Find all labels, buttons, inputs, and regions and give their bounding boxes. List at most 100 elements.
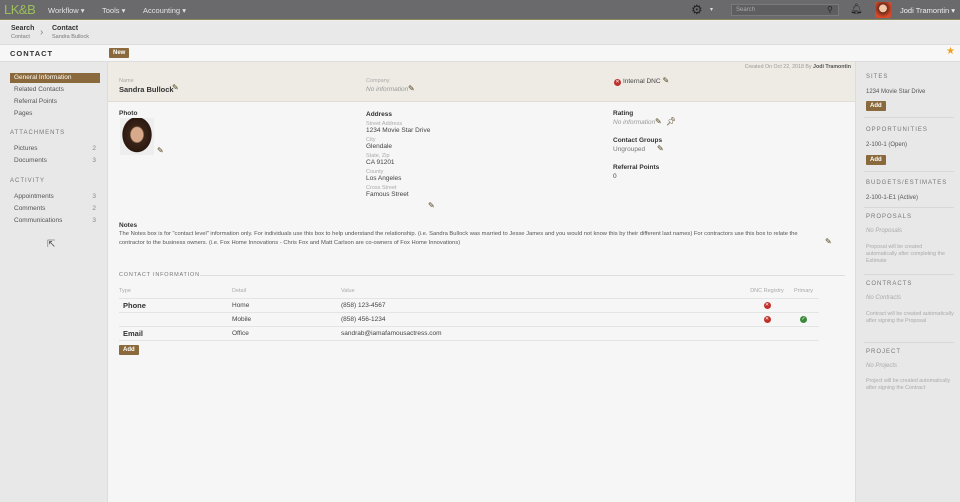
menu-tools[interactable]: Tools ▾ bbox=[102, 6, 126, 15]
sidebar-item-pages[interactable]: Pages bbox=[14, 110, 33, 117]
opportunities-heading: OPPORTUNITIES bbox=[866, 127, 928, 133]
left-sidebar: General Information Related Contacts Ref… bbox=[0, 62, 108, 502]
sidebar-item-related-contacts[interactable]: Related Contacts bbox=[14, 86, 64, 93]
add-contact-info-button[interactable]: Add bbox=[119, 345, 139, 355]
menu-accounting[interactable]: Accounting ▾ bbox=[143, 6, 186, 15]
table-row[interactable]: Phone Home (858) 123-4567 ✕ bbox=[119, 298, 819, 313]
budget-link[interactable]: 2-100-1-E1 (Active) bbox=[866, 195, 919, 201]
edit-notes-pencil-icon[interactable]: ✎ bbox=[825, 237, 832, 246]
dnc-indicator: ✕ Internal DNC ✎ bbox=[614, 76, 669, 86]
sidebar-item-general-information[interactable]: General Information bbox=[10, 73, 100, 83]
search-input[interactable]: Search bbox=[731, 4, 839, 16]
label: Comments bbox=[14, 205, 46, 212]
gear-dropdown-icon[interactable]: ▾ bbox=[710, 7, 714, 13]
add-opportunity-button[interactable]: Add bbox=[866, 155, 886, 165]
page-header: CONTACT New ★ bbox=[0, 45, 960, 62]
proposals-empty: No Proposals bbox=[866, 228, 903, 234]
contracts-empty: No Contracts bbox=[866, 295, 902, 301]
breadcrumb-search-sub: Contact bbox=[11, 34, 30, 40]
created-text: Created On Oct 22, 2018 By bbox=[744, 64, 812, 70]
pin-icon[interactable]: 📌︎ bbox=[666, 117, 677, 126]
dnc-x-icon: ✕ bbox=[614, 79, 621, 86]
detail: Mobile bbox=[232, 312, 341, 327]
cross-street-value: Famous Street bbox=[366, 191, 409, 198]
edit-rating-pencil-icon[interactable]: ✎ bbox=[655, 117, 662, 126]
county-value: Los Angeles bbox=[366, 175, 402, 182]
add-site-button[interactable]: Add bbox=[866, 101, 886, 111]
breadcrumb-search[interactable]: Search bbox=[11, 25, 35, 32]
col-type: Type bbox=[119, 284, 232, 299]
breadcrumb: Search Contact › Contact Sandra Bullock bbox=[0, 21, 960, 45]
logo[interactable]: LK&B bbox=[4, 2, 36, 17]
name-label: Name bbox=[119, 78, 134, 84]
count: 3 bbox=[92, 193, 96, 200]
col-primary: Primary bbox=[788, 284, 819, 299]
internal-dnc-label: Internal DNC bbox=[622, 78, 661, 85]
edit-groups-pencil-icon[interactable]: ✎ bbox=[657, 144, 664, 153]
page-title: CONTACT bbox=[10, 49, 54, 58]
edit-photo-pencil-icon[interactable]: ✎ bbox=[157, 146, 164, 155]
rating-value: No information bbox=[613, 119, 656, 126]
sidebar-item-appointments[interactable]: Appointments 3 bbox=[10, 192, 100, 202]
activity-heading: ACTIVITY bbox=[10, 178, 46, 184]
main-content bbox=[108, 62, 855, 502]
attachments-heading: ATTACHMENTS bbox=[10, 130, 66, 136]
edit-name-pencil-icon[interactable]: ✎ bbox=[172, 83, 179, 92]
created-by[interactable]: Jodi Tramontin bbox=[813, 64, 851, 70]
new-button[interactable]: New bbox=[109, 48, 130, 58]
count: 2 bbox=[92, 205, 96, 212]
contact-information-heading: CONTACT INFORMATION bbox=[119, 272, 200, 278]
proposals-note: Proposal will be created automatically a… bbox=[866, 244, 945, 264]
dnc-x-icon: ✕ bbox=[763, 302, 771, 309]
label: Pictures bbox=[14, 145, 38, 152]
sidebar-item-referral-points[interactable]: Referral Points bbox=[14, 98, 57, 105]
sidebar-item-communications[interactable]: Communications 3 bbox=[10, 216, 100, 226]
value[interactable]: sandrab@iamafamousactress.com bbox=[341, 326, 746, 341]
sidebar-item-documents[interactable]: Documents 3 bbox=[10, 156, 100, 166]
star-icon[interactable]: ★ bbox=[946, 46, 955, 57]
user-menu[interactable]: Jodi Tramontin ▾ bbox=[900, 6, 956, 15]
address-label: Address bbox=[366, 111, 393, 118]
street-value: 1234 Movie Star Drive bbox=[366, 127, 431, 134]
site-link[interactable]: 1234 Movie Star Drive bbox=[866, 89, 926, 95]
company-value: No information bbox=[366, 86, 409, 93]
cross-street-label: Cross Street bbox=[366, 184, 397, 191]
sidebar-item-pictures[interactable]: Pictures 2 bbox=[10, 144, 100, 154]
search-icon[interactable]: ⚲ bbox=[827, 5, 833, 14]
edit-company-pencil-icon[interactable]: ✎ bbox=[408, 84, 415, 93]
record-summary: Created On Oct 22, 2018 By Jodi Tramonti… bbox=[108, 62, 855, 102]
sites-heading: SITES bbox=[866, 74, 889, 80]
city-label: City bbox=[366, 136, 376, 143]
bell-icon[interactable]: 🔔︎ bbox=[850, 4, 863, 15]
user-avatar[interactable] bbox=[875, 2, 891, 18]
county-label: County bbox=[366, 168, 384, 175]
created-info: Created On Oct 22, 2018 By Jodi Tramonti… bbox=[745, 64, 851, 70]
statezip-label: State, Zip bbox=[366, 152, 390, 159]
col-dnc: DNC Registry bbox=[746, 284, 788, 299]
breadcrumb-contact[interactable]: Contact bbox=[52, 25, 79, 32]
referral-points-label: Referral Points bbox=[613, 164, 660, 171]
table-header: Type Detail Value DNC Registry Primary bbox=[119, 284, 819, 299]
count: 3 bbox=[92, 217, 96, 224]
contact-groups-value: Ungrouped bbox=[613, 146, 646, 153]
divider bbox=[864, 207, 954, 208]
type: Phone bbox=[119, 298, 232, 313]
edit-dnc-pencil-icon[interactable]: ✎ bbox=[662, 76, 670, 85]
menu-workflow[interactable]: Workflow ▾ bbox=[48, 6, 85, 15]
gear-icon[interactable]: ⚙ bbox=[691, 2, 703, 17]
notes-text: The Notes box is for "contact level" inf… bbox=[119, 231, 798, 246]
opportunity-link[interactable]: 2-100-1 (Open) bbox=[866, 142, 908, 148]
top-nav-bar: LK&B Workflow ▾ Tools ▾ Accounting ▾ ⚙ ▾… bbox=[0, 0, 960, 20]
sidebar-item-comments[interactable]: Comments 2 bbox=[10, 204, 100, 214]
value: (858) 123-4567 bbox=[341, 298, 746, 313]
divider bbox=[864, 171, 954, 172]
table-row[interactable]: Mobile (858) 456-1234 ✕ ✓ bbox=[119, 312, 819, 327]
contact-photo[interactable] bbox=[120, 118, 154, 155]
chevron-right-icon: › bbox=[40, 27, 44, 38]
table-row[interactable]: Email Office sandrab@iamafamousactress.c… bbox=[119, 326, 819, 341]
projects-empty: No Projects bbox=[866, 363, 898, 369]
edit-address-pencil-icon[interactable]: ✎ bbox=[428, 201, 435, 210]
address-block: Address Street Address 1234 Movie Star D… bbox=[366, 110, 430, 200]
project-heading: PROJECT bbox=[866, 349, 902, 355]
street-label: Street Address bbox=[366, 120, 403, 127]
